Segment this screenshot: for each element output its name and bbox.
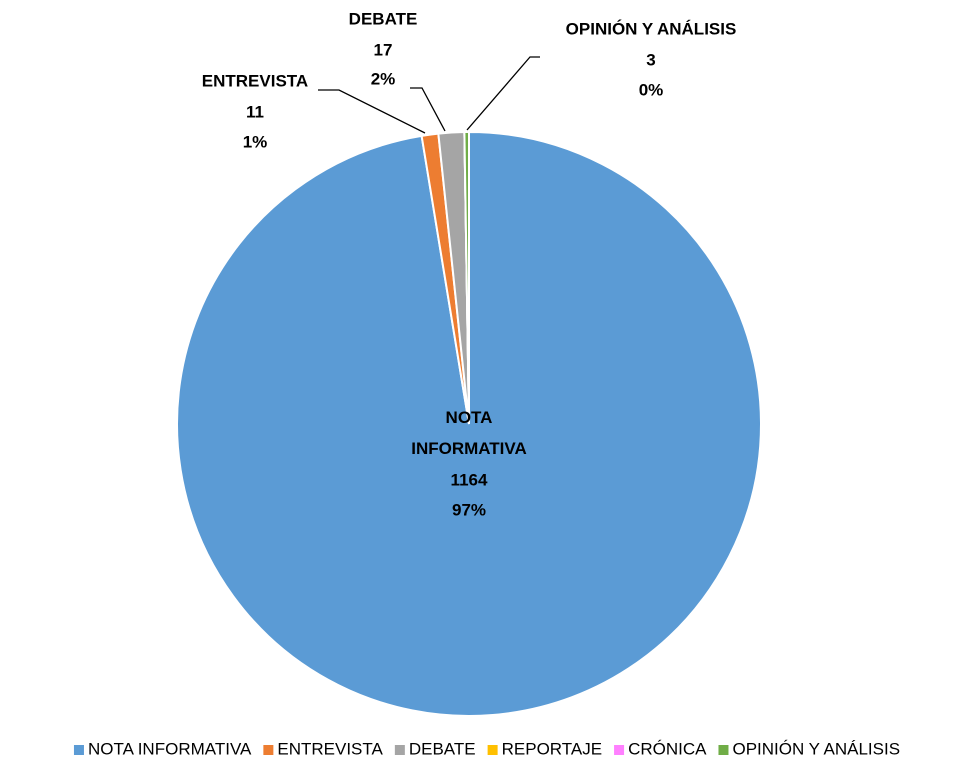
- leader-line: [466, 56, 540, 131]
- legend-swatch: [394, 745, 405, 755]
- legend-swatch: [614, 745, 625, 755]
- legend-swatch: [73, 745, 84, 755]
- legend-label: NOTA INFORMATIVA: [88, 739, 252, 758]
- data-label-percent: 0%: [639, 80, 664, 99]
- data-label-value: 1164: [451, 470, 488, 489]
- legend-label: REPORTAJE: [502, 739, 602, 758]
- data-label-percent: 2%: [371, 69, 396, 88]
- leader-line: [410, 87, 446, 132]
- legend-swatch: [487, 745, 498, 755]
- legend: NOTA INFORMATIVA ENTREVISTA DEBATE REPORTAJ…: [73, 739, 900, 758]
- data-label-percent: 97%: [452, 500, 486, 519]
- data-label-name: NOTA INFORMATIVA: [411, 408, 527, 458]
- legend-label: OPINIÓN Y ANÁLISIS: [732, 739, 900, 758]
- legend-label: DEBATE: [409, 739, 476, 758]
- data-label-name: ENTREVISTA: [202, 71, 308, 90]
- data-label-name: DEBATE: [349, 9, 418, 28]
- data-label-value: 17: [374, 40, 393, 59]
- legend-swatch: [718, 745, 729, 755]
- leader-line: [318, 89, 426, 134]
- data-label-value: 11: [246, 102, 264, 121]
- pie-slice: [463, 130, 470, 425]
- legend-swatch: [263, 745, 274, 755]
- data-label-name: OPINIÓN Y ANÁLISIS: [566, 19, 737, 38]
- legend-label: ENTREVISTA: [277, 739, 383, 758]
- legend-label: CRÓNICA: [628, 739, 707, 758]
- data-label-value: 3: [646, 50, 655, 69]
- data-label-percent: 1%: [243, 132, 268, 151]
